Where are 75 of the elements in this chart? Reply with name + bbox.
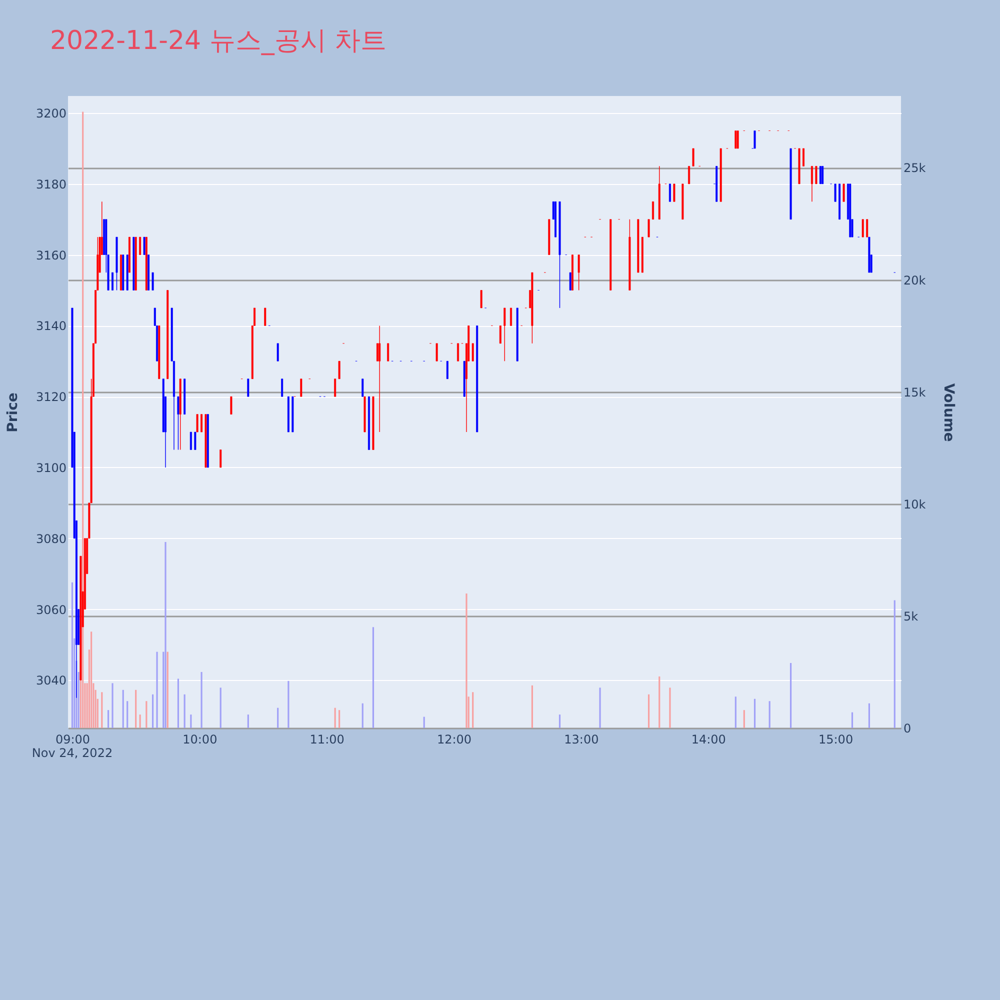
x-tick-label: 13:00 xyxy=(564,732,599,746)
y2-axis-title: Volume xyxy=(940,383,957,442)
candlestick xyxy=(819,166,822,184)
y-tick-label: 3060 xyxy=(36,602,66,617)
candlestick xyxy=(200,414,203,432)
candlestick xyxy=(569,272,572,291)
y-axis-title: Price xyxy=(4,392,21,432)
candlestick xyxy=(668,184,671,202)
candlestick xyxy=(822,166,824,184)
candlestick xyxy=(866,219,868,238)
candlestick xyxy=(143,236,146,256)
x-tick-label: 14:00 xyxy=(691,732,726,746)
candlestick xyxy=(578,254,580,291)
y-tick-label: 3200 xyxy=(36,106,66,121)
candlestick xyxy=(378,325,381,432)
y-tick-label: 3160 xyxy=(36,248,66,262)
y-tick-label: 3120 xyxy=(36,390,66,404)
candlestick xyxy=(177,396,180,450)
candlestick xyxy=(802,148,804,167)
y-tick-label: 3100 xyxy=(36,460,66,475)
y2-tick-label: 20k xyxy=(904,273,926,288)
candlestick xyxy=(376,343,378,362)
candlestick xyxy=(648,219,650,238)
candlestick xyxy=(673,184,676,202)
x-tick-label: 11:00 xyxy=(310,732,344,746)
y-tick-label: 3180 xyxy=(36,177,66,192)
candlestick xyxy=(387,343,390,362)
candlestick xyxy=(499,325,502,344)
candlestick xyxy=(152,272,154,291)
candlestick xyxy=(692,148,694,167)
candlestick xyxy=(734,130,737,149)
text: Nov 24, 2022 xyxy=(32,746,113,760)
candlestick xyxy=(264,308,266,326)
candlestick xyxy=(362,378,364,397)
y2-tick-label: 10k xyxy=(904,497,926,512)
y-tick-label: 3140 xyxy=(36,319,66,334)
candlestick xyxy=(436,343,438,362)
candlestick xyxy=(754,130,756,149)
y2-tick-label: 15k xyxy=(904,385,926,400)
candlestick xyxy=(480,290,482,308)
candlestick xyxy=(457,343,460,362)
candlestick xyxy=(190,432,192,450)
candlestick xyxy=(834,184,836,202)
candlestick xyxy=(112,272,114,291)
y2-tick-label: 0 xyxy=(904,722,912,736)
candlestick xyxy=(247,378,250,397)
candlestick xyxy=(504,308,506,362)
candlestick xyxy=(815,166,818,184)
candlestick xyxy=(338,360,340,380)
candlestick xyxy=(230,396,232,415)
y-tick-label: 3040 xyxy=(36,674,66,688)
candlestick xyxy=(446,360,448,380)
y2-tick-label: 5k xyxy=(904,609,918,624)
candlestick xyxy=(510,308,512,326)
candlestick xyxy=(862,219,864,238)
candlestick xyxy=(300,378,302,397)
candlestick xyxy=(220,449,222,468)
x-tick-label: 10:00 xyxy=(182,732,218,746)
candlestick xyxy=(652,201,654,220)
candlestick xyxy=(276,343,279,362)
candlestick xyxy=(688,166,690,184)
y-tick-label: 3080 xyxy=(36,532,66,546)
x-tick-label: 09:00 xyxy=(55,732,90,746)
candlestick xyxy=(842,184,845,202)
candlestick xyxy=(196,414,198,432)
x-tick-label: 15:00 xyxy=(818,732,854,746)
candlestick xyxy=(736,130,739,149)
candlestick xyxy=(194,432,196,450)
chart-title: 2022-11-24 뉴스_공시 차트 xyxy=(50,26,387,56)
candlestick xyxy=(334,378,336,397)
candlestick xyxy=(810,166,813,202)
x-tick-label: 12:00 xyxy=(436,732,472,746)
candlestick xyxy=(139,236,142,256)
y2-tick-label: 25k xyxy=(904,161,926,176)
candlestick xyxy=(281,378,284,397)
